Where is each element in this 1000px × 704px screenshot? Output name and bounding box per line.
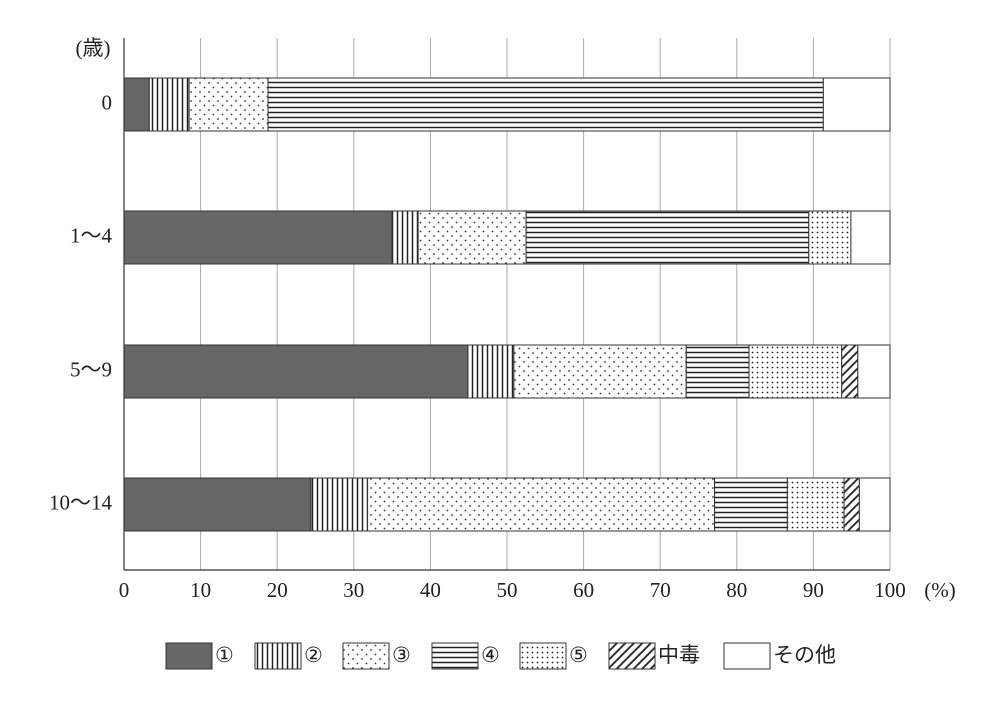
bar-segment — [467, 344, 515, 399]
legend-label: ② — [304, 643, 323, 667]
bar-segment — [267, 77, 824, 132]
x-tick-label: 0 — [119, 578, 130, 602]
legend-swatch — [165, 642, 213, 670]
x-tick-label: 90 — [803, 578, 824, 602]
bar-segment — [808, 210, 852, 265]
legend-swatch — [254, 642, 302, 670]
bar-segment — [850, 210, 891, 265]
bar-segment — [822, 77, 891, 132]
y-tick-label: 1～4 — [70, 223, 112, 247]
bar-segment — [123, 344, 469, 399]
bar-segment — [525, 210, 810, 265]
x-axis-label: (%) — [924, 578, 955, 602]
bar-segment — [685, 344, 750, 399]
bar-segment — [123, 210, 393, 265]
x-tick-label: 100 — [874, 578, 906, 602]
legend-label: ③ — [392, 643, 411, 667]
y-axis-label: (歳) — [76, 36, 111, 60]
bar-segment — [857, 344, 891, 399]
legend-label: その他 — [773, 643, 836, 667]
legend-label: ⑤ — [569, 643, 588, 667]
bar-segment — [786, 477, 845, 532]
legend-label: 中毒 — [658, 643, 700, 667]
legend-swatch — [342, 642, 390, 670]
bar-segment — [123, 77, 150, 132]
legend-swatch — [608, 642, 656, 670]
bar-segment — [858, 477, 891, 532]
x-tick-label: 70 — [650, 578, 671, 602]
y-tick-label: 10～14 — [49, 490, 112, 514]
bar-segment — [748, 344, 843, 399]
legend-swatch — [723, 642, 771, 670]
legend-swatch — [431, 642, 479, 670]
bar-segment — [188, 77, 269, 132]
x-tick-label: 60 — [573, 578, 594, 602]
legend-swatch — [519, 642, 567, 670]
bar-segment — [391, 210, 419, 265]
x-tick-label: 50 — [497, 578, 518, 602]
y-tick-label: 5～9 — [70, 357, 112, 381]
x-tick-label: 30 — [343, 578, 364, 602]
bar-segment — [310, 477, 369, 532]
x-tick-label: 20 — [267, 578, 288, 602]
bar-segment — [841, 344, 859, 399]
bar-segment — [417, 210, 527, 265]
legend-label: ④ — [481, 643, 500, 667]
bar-segment — [714, 477, 788, 532]
x-tick-label: 10 — [190, 578, 211, 602]
bar-segment — [148, 77, 190, 132]
x-tick-label: 40 — [420, 578, 441, 602]
legend-label: ① — [215, 643, 234, 667]
x-tick-label: 80 — [726, 578, 747, 602]
bar-segment — [123, 477, 312, 532]
bar-segment — [367, 477, 716, 532]
bar-segment — [513, 344, 687, 399]
y-tick-label: 0 — [102, 90, 113, 114]
bar-segment — [843, 477, 860, 532]
